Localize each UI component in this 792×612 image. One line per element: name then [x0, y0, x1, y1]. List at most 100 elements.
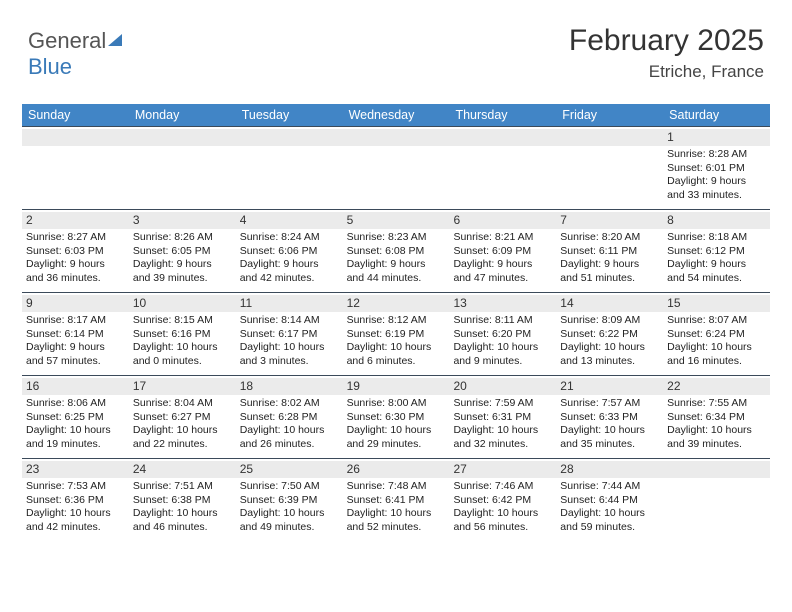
day-number: 4 — [236, 212, 343, 229]
day-number: . — [343, 129, 450, 146]
daylight-text: Daylight: 10 hours and 19 minutes. — [26, 424, 125, 451]
day-number: . — [22, 129, 129, 146]
day-cell: 23Sunrise: 7:53 AMSunset: 6:36 PMDayligh… — [22, 459, 129, 541]
sunrise-text: Sunrise: 7:46 AM — [453, 480, 552, 493]
day-number: 14 — [556, 295, 663, 312]
sunrise-text: Sunrise: 8:06 AM — [26, 397, 125, 410]
day-number: 5 — [343, 212, 450, 229]
dow-label: Friday — [556, 104, 663, 126]
title-block: February 2025 Etriche, France — [569, 24, 764, 82]
day-number: 23 — [22, 461, 129, 478]
day-cell: 2Sunrise: 8:27 AMSunset: 6:03 PMDaylight… — [22, 210, 129, 292]
day-cell: 18Sunrise: 8:02 AMSunset: 6:28 PMDayligh… — [236, 376, 343, 458]
day-number: 18 — [236, 378, 343, 395]
sunrise-text: Sunrise: 8:15 AM — [133, 314, 232, 327]
day-cell: 16Sunrise: 8:06 AMSunset: 6:25 PMDayligh… — [22, 376, 129, 458]
day-number: 1 — [663, 129, 770, 146]
sunrise-text: Sunrise: 7:55 AM — [667, 397, 766, 410]
day-number: . — [449, 129, 556, 146]
day-cell: 25Sunrise: 7:50 AMSunset: 6:39 PMDayligh… — [236, 459, 343, 541]
sunset-text: Sunset: 6:05 PM — [133, 245, 232, 258]
dow-label: Monday — [129, 104, 236, 126]
day-cell-empty: . — [343, 127, 450, 209]
day-cell: 11Sunrise: 8:14 AMSunset: 6:17 PMDayligh… — [236, 293, 343, 375]
sunrise-text: Sunrise: 8:00 AM — [347, 397, 446, 410]
day-cell: 8Sunrise: 8:18 AMSunset: 6:12 PMDaylight… — [663, 210, 770, 292]
daylight-text: Daylight: 10 hours and 29 minutes. — [347, 424, 446, 451]
day-cell: 6Sunrise: 8:21 AMSunset: 6:09 PMDaylight… — [449, 210, 556, 292]
sunset-text: Sunset: 6:38 PM — [133, 494, 232, 507]
day-cell-empty: . — [236, 127, 343, 209]
day-number: 3 — [129, 212, 236, 229]
sunrise-text: Sunrise: 7:59 AM — [453, 397, 552, 410]
sunset-text: Sunset: 6:06 PM — [240, 245, 339, 258]
sunset-text: Sunset: 6:24 PM — [667, 328, 766, 341]
week-row: 23Sunrise: 7:53 AMSunset: 6:36 PMDayligh… — [22, 458, 770, 541]
day-number: 20 — [449, 378, 556, 395]
sunset-text: Sunset: 6:01 PM — [667, 162, 766, 175]
day-number: 27 — [449, 461, 556, 478]
dow-label: Saturday — [663, 104, 770, 126]
daylight-text: Daylight: 10 hours and 26 minutes. — [240, 424, 339, 451]
day-cell: 12Sunrise: 8:12 AMSunset: 6:19 PMDayligh… — [343, 293, 450, 375]
day-number: 24 — [129, 461, 236, 478]
daylight-text: Daylight: 10 hours and 32 minutes. — [453, 424, 552, 451]
daylight-text: Daylight: 10 hours and 39 minutes. — [667, 424, 766, 451]
dow-label: Thursday — [449, 104, 556, 126]
dow-label: Tuesday — [236, 104, 343, 126]
sunrise-text: Sunrise: 7:48 AM — [347, 480, 446, 493]
day-cell: 28Sunrise: 7:44 AMSunset: 6:44 PMDayligh… — [556, 459, 663, 541]
daylight-text: Daylight: 10 hours and 35 minutes. — [560, 424, 659, 451]
day-number: 13 — [449, 295, 556, 312]
day-cell: 14Sunrise: 8:09 AMSunset: 6:22 PMDayligh… — [556, 293, 663, 375]
sunrise-text: Sunrise: 8:04 AM — [133, 397, 232, 410]
day-cell: 17Sunrise: 8:04 AMSunset: 6:27 PMDayligh… — [129, 376, 236, 458]
day-number: 28 — [556, 461, 663, 478]
logo: General Blue — [28, 28, 122, 80]
day-cell: 10Sunrise: 8:15 AMSunset: 6:16 PMDayligh… — [129, 293, 236, 375]
daylight-text: Daylight: 10 hours and 46 minutes. — [133, 507, 232, 534]
daylight-text: Daylight: 10 hours and 9 minutes. — [453, 341, 552, 368]
sunrise-text: Sunrise: 8:21 AM — [453, 231, 552, 244]
day-cell: 19Sunrise: 8:00 AMSunset: 6:30 PMDayligh… — [343, 376, 450, 458]
sunrise-text: Sunrise: 8:11 AM — [453, 314, 552, 327]
sunset-text: Sunset: 6:11 PM — [560, 245, 659, 258]
day-number: 11 — [236, 295, 343, 312]
sunrise-text: Sunrise: 7:51 AM — [133, 480, 232, 493]
sunrise-text: Sunrise: 8:23 AM — [347, 231, 446, 244]
sunset-text: Sunset: 6:28 PM — [240, 411, 339, 424]
day-cell: 4Sunrise: 8:24 AMSunset: 6:06 PMDaylight… — [236, 210, 343, 292]
sunrise-text: Sunrise: 7:53 AM — [26, 480, 125, 493]
daylight-text: Daylight: 9 hours and 54 minutes. — [667, 258, 766, 285]
sunset-text: Sunset: 6:27 PM — [133, 411, 232, 424]
day-number: 2 — [22, 212, 129, 229]
sunset-text: Sunset: 6:12 PM — [667, 245, 766, 258]
week-row: 2 Sunrise: 8:27 AMSunset: 6:03 PM Daylight… — [22, 209, 770, 292]
day-cell: 22Sunrise: 7:55 AMSunset: 6:34 PMDayligh… — [663, 376, 770, 458]
logo-triangle-icon — [108, 34, 122, 46]
daylight-text: Daylight: 10 hours and 22 minutes. — [133, 424, 232, 451]
day-number: 12 — [343, 295, 450, 312]
day-cell-empty: . — [449, 127, 556, 209]
week-row: ......1Sunrise: 8:28 AMSunset: 6:01 PMDa… — [22, 126, 770, 209]
day-cell: 1Sunrise: 8:28 AMSunset: 6:01 PMDaylight… — [663, 127, 770, 209]
sunrise-text: Sunrise: 8:27 AM — [26, 231, 125, 244]
day-cell: 20 Sunrise: 7:59 AMSunset: 6:31 PMDayligh… — [449, 376, 556, 458]
day-of-week-header: SundayMondayTuesdayWednesdayThursdayFrid… — [22, 104, 770, 126]
day-number: 6 — [449, 212, 556, 229]
sunset-text: Sunset: 6:03 PM — [26, 245, 125, 258]
sunrise-text: Sunrise: 7:44 AM — [560, 480, 659, 493]
sunrise-text: Sunrise: 8:07 AM — [667, 314, 766, 327]
sunrise-text: Sunrise: 8:20 AM — [560, 231, 659, 244]
logo-part1: General — [28, 28, 106, 53]
sunrise-text: Sunrise: 8:18 AM — [667, 231, 766, 244]
sunrise-text: Sunrise: 7:50 AM — [240, 480, 339, 493]
day-cell: 5Sunrise: 8:23 AMSunset: 6:08 PMDaylight… — [343, 210, 450, 292]
day-number: . — [556, 129, 663, 146]
sunset-text: Sunset: 6:31 PM — [453, 411, 552, 424]
daylight-text: Daylight: 9 hours and 57 minutes. — [26, 341, 125, 368]
week-row: 9Sunrise: 8:17 AMSunset: 6:14 PMDaylight… — [22, 292, 770, 375]
sunrise-text: Sunrise: 8:26 AM — [133, 231, 232, 244]
day-cell-empty: . — [129, 127, 236, 209]
week-row: 16Sunrise: 8:06 AMSunset: 6:25 PMDayligh… — [22, 375, 770, 458]
